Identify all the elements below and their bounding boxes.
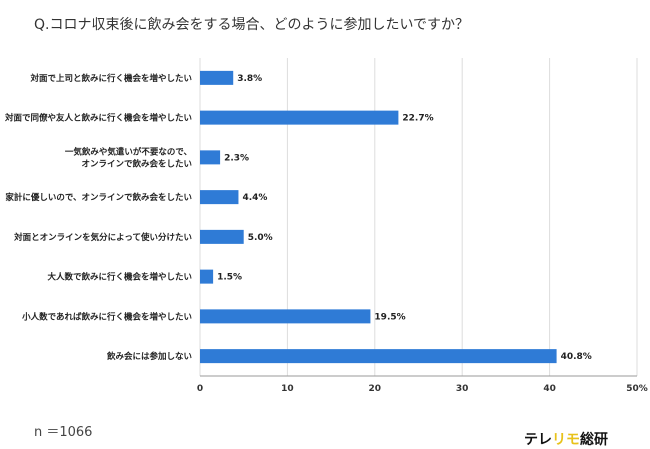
- bar: [200, 150, 221, 165]
- data-label: 4.4%: [242, 193, 267, 203]
- bar: [200, 190, 239, 205]
- bar: [200, 70, 234, 85]
- bar: [200, 110, 399, 125]
- x-tick-label: 30: [456, 384, 469, 394]
- x-tick-label: 0: [197, 384, 203, 394]
- sample-size: n ＝1066: [34, 425, 93, 440]
- data-label: 5.0%: [248, 233, 273, 243]
- bar: [200, 309, 371, 324]
- x-tick-label: 10: [281, 384, 294, 394]
- data-label: 19.5%: [374, 312, 405, 322]
- bar: [200, 229, 244, 244]
- category-label: オンラインで飲み会をしたい: [81, 158, 192, 169]
- logo-part1: テレ: [524, 432, 552, 448]
- category-label: 大人数で飲みに行く機会を増やしたい: [47, 272, 192, 283]
- x-tick-label: 40: [543, 384, 556, 394]
- category-label: 飲み会には参加しない: [106, 351, 192, 362]
- data-label: 2.3%: [224, 153, 249, 163]
- data-label: 22.7%: [402, 114, 433, 124]
- data-label: 3.8%: [237, 74, 262, 84]
- category-label: 家計に優しいので、オンラインで飲み会をしたい: [5, 192, 192, 203]
- logo-part3: 総研: [580, 432, 608, 448]
- category-label: 対面で同僚や友人と飲みに行く機会を増やしたい: [4, 113, 192, 124]
- category-label: 対面で上司と飲みに行く機会を増やしたい: [29, 73, 192, 84]
- category-label: 対面とオンラインを気分によって使い分けたい: [13, 232, 192, 243]
- brand-logo: テレリモ総研: [524, 429, 608, 449]
- category-label: 小人数であれば飲みに行く機会を増やしたい: [21, 311, 192, 322]
- logo-part2: リモ: [552, 432, 580, 448]
- bar: [200, 349, 557, 364]
- category-label: 一気飲みや気遣いが不要なので、: [65, 146, 192, 157]
- chart-title: Q.コロナ収束後に飲み会をする場合、どのように参加したいですか？: [34, 17, 470, 33]
- bar: [200, 269, 214, 284]
- data-label: 40.8%: [561, 352, 592, 362]
- data-label: 1.5%: [217, 273, 242, 283]
- x-tick-label: 50%: [626, 384, 648, 394]
- x-tick-label: 20: [369, 384, 382, 394]
